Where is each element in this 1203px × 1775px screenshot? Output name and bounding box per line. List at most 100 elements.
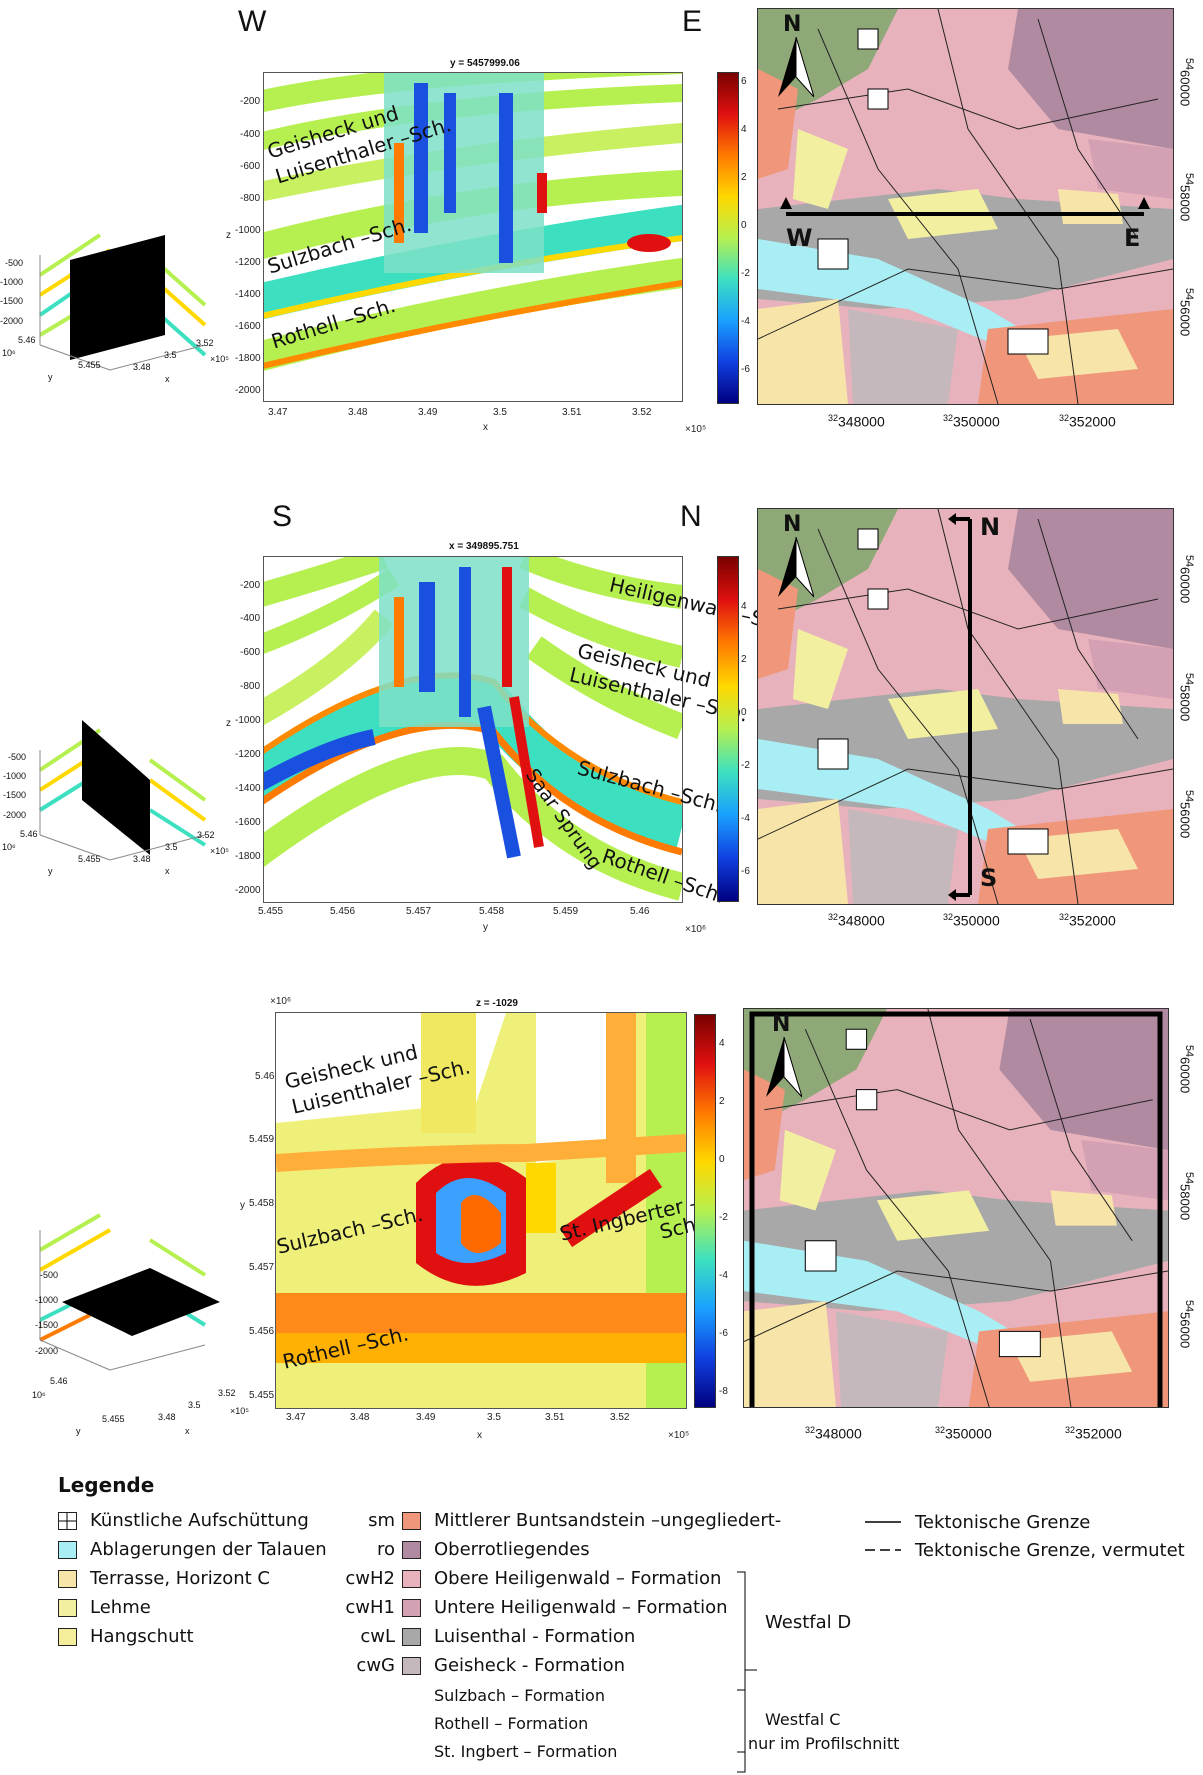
map-xtick: 32348000 xyxy=(828,912,885,929)
xtick: 3.47 xyxy=(286,1412,306,1423)
map-label-w: W xyxy=(786,224,813,252)
direction-label-west: W xyxy=(238,5,267,38)
plan-view-plot xyxy=(275,1012,687,1409)
mini-xtick: 3.5 xyxy=(164,350,177,360)
ytick: -1600 xyxy=(235,321,261,332)
x-exponent: ×10⁵ xyxy=(685,424,707,435)
slice-orientation-3d-icon xyxy=(38,1213,220,1371)
map-xtick: 32348000 xyxy=(828,413,885,430)
xtick: 5.458 xyxy=(479,906,505,917)
colorbar-tick: -8 xyxy=(719,1386,728,1397)
ytick: -1400 xyxy=(235,783,261,794)
ytick: -1600 xyxy=(235,817,261,828)
north-label: N xyxy=(783,512,802,537)
legend-item-label: Lehme xyxy=(90,1597,151,1618)
legend-swatch xyxy=(58,1628,77,1646)
mini-xtick: 3.52 xyxy=(197,830,215,840)
ytick: -400 xyxy=(240,129,261,140)
legend-item-label: Obere Heiligenwald – Formation xyxy=(434,1568,722,1589)
ylabel: z xyxy=(226,718,231,729)
xtick: 5.459 xyxy=(553,906,579,917)
ytick: -400 xyxy=(240,613,261,624)
legend-swatch xyxy=(402,1599,421,1617)
mini-xlabel: x xyxy=(185,1426,190,1436)
mini-ytick: 5.46 xyxy=(50,1376,68,1386)
direction-label-east: E xyxy=(682,5,703,38)
colorbar-tick: 2 xyxy=(741,654,747,665)
line-symbols xyxy=(865,1521,901,1551)
colorbar-tick: 0 xyxy=(719,1154,725,1165)
geological-map-1: W E N xyxy=(757,8,1174,405)
ytick: -1200 xyxy=(235,749,261,760)
xtick: 5.457 xyxy=(406,906,432,917)
mini-ytick: 5.455 xyxy=(102,1414,125,1424)
geological-map-3: N xyxy=(743,1008,1169,1408)
ytick: -1000 xyxy=(235,225,261,236)
legend-swatch xyxy=(58,1599,77,1617)
map-ytick: 5460000 xyxy=(1177,58,1195,107)
mini-ztick: -500 xyxy=(5,258,24,268)
legend-swatch xyxy=(402,1541,421,1559)
xtick: 3.51 xyxy=(562,407,582,418)
plan-view-heatmap xyxy=(276,1013,686,1408)
xtick: 3.47 xyxy=(268,407,288,418)
ytick: -600 xyxy=(240,647,261,658)
mini-ztick: -2000 xyxy=(3,810,27,820)
x-exponent: ×10⁶ xyxy=(685,924,707,935)
mini-ztick: -1000 xyxy=(3,771,27,781)
map-ytick: 5460000 xyxy=(1177,555,1195,604)
map-artwork xyxy=(758,9,1173,404)
legend-swatch xyxy=(402,1512,421,1530)
ytick: -2000 xyxy=(235,885,261,896)
mini-ztick: -2000 xyxy=(35,1346,59,1356)
colorbar-tick: -2 xyxy=(719,1212,728,1223)
xtick: 5.46 xyxy=(630,906,650,917)
y-exponent: ×10⁶ xyxy=(270,996,292,1007)
slice-orientation-3d-icon xyxy=(38,720,207,861)
mini-xlabel: x xyxy=(165,374,170,384)
mini-ztick: -500 xyxy=(40,1270,59,1280)
legend-title: Legende xyxy=(58,1473,155,1497)
colorbar-tick: -6 xyxy=(741,866,750,877)
ytick: -1800 xyxy=(235,851,261,862)
mini-ztick: -1500 xyxy=(35,1320,59,1330)
ytick: -800 xyxy=(240,681,261,692)
colorbar xyxy=(717,72,739,404)
arrow-icon xyxy=(948,513,956,525)
colorbar-tick: -4 xyxy=(741,316,750,327)
mini-xtick: 3.48 xyxy=(133,854,151,864)
colorbar-tick: 0 xyxy=(741,707,747,718)
colorbar-tick: -6 xyxy=(741,364,750,375)
xtick: 3.5 xyxy=(493,407,507,418)
colorbar-tick: 2 xyxy=(741,172,747,183)
ytick: -600 xyxy=(240,161,261,172)
formation-code: cwL xyxy=(360,1626,395,1647)
colorbar-tick: -2 xyxy=(741,760,750,771)
ytick: 5.46 xyxy=(255,1071,275,1082)
ytick: 5.457 xyxy=(249,1262,275,1273)
group-note: nur im Profilschnitt xyxy=(748,1734,900,1753)
x-exponent: ×10⁵ xyxy=(668,1430,690,1441)
hatch-grid-icon xyxy=(58,1512,77,1530)
legend-item-label: Geisheck - Formation xyxy=(434,1655,625,1676)
legend-item-label: Oberrotliegendes xyxy=(434,1539,590,1560)
map-xtick: 32350000 xyxy=(943,413,1000,430)
plot-title: z = -1029 xyxy=(476,998,518,1009)
group-label-westfal-d: Westfal D xyxy=(765,1612,852,1633)
legend-swatch xyxy=(58,1541,77,1559)
colorbar-tick: -6 xyxy=(719,1328,728,1339)
xlabel: x xyxy=(483,422,488,433)
map-ytick: 5458000 xyxy=(1177,673,1195,722)
geological-map-2: N S N xyxy=(757,508,1174,905)
formation-code: ro xyxy=(376,1539,395,1560)
mini-xtick: 3.5 xyxy=(188,1400,201,1410)
formation-code: cwG xyxy=(356,1655,395,1676)
group-label-westfal-c: Westfal C xyxy=(765,1710,841,1729)
legend-item-label: Mittlerer Buntsandstein –ungegliedert- xyxy=(434,1510,782,1531)
slice-plane-horizontal xyxy=(62,1268,220,1336)
ytick: -1000 xyxy=(235,715,261,726)
section-plot-ns xyxy=(263,556,683,903)
colorbar-tick: 6 xyxy=(741,76,747,87)
colorbar-tick: 4 xyxy=(741,601,747,612)
ytick: -200 xyxy=(240,580,261,591)
